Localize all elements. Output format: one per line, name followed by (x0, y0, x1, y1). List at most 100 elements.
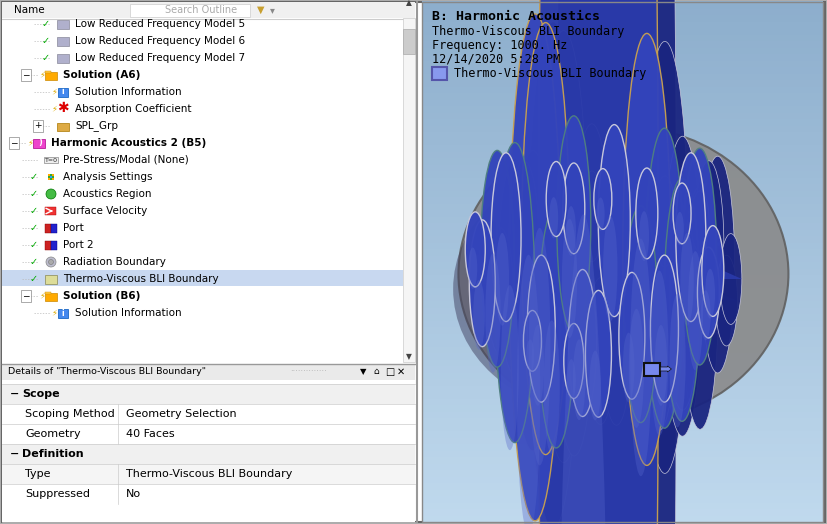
Ellipse shape (612, 177, 630, 237)
Bar (422, 436, 823, 444)
Ellipse shape (682, 148, 717, 365)
Bar (422, 215, 823, 223)
Bar (422, 326, 823, 333)
Polygon shape (651, 329, 696, 336)
Bar (422, 443, 823, 451)
Ellipse shape (616, 133, 648, 324)
Text: Frequency: 1000. Hz: Frequency: 1000. Hz (432, 38, 567, 51)
Polygon shape (509, 267, 579, 276)
Polygon shape (564, 361, 602, 369)
Polygon shape (563, 209, 603, 216)
Bar (2, 384, 415, 404)
Ellipse shape (491, 153, 521, 322)
Text: ⚡: ⚡ (39, 71, 45, 80)
Ellipse shape (623, 333, 634, 402)
Bar (422, 1, 823, 8)
Bar (57, 54, 69, 63)
Text: i: i (62, 309, 65, 318)
Bar (422, 40, 823, 48)
Bar (422, 320, 823, 327)
Bar (422, 255, 823, 262)
Bar (422, 333, 823, 340)
Bar (422, 313, 823, 321)
Bar (422, 131, 823, 138)
Bar (422, 60, 823, 67)
Ellipse shape (655, 325, 667, 406)
Ellipse shape (702, 226, 724, 316)
Bar (422, 177, 823, 184)
Bar (2, 464, 415, 484)
Circle shape (46, 189, 56, 199)
Text: ✓: ✓ (30, 223, 38, 233)
Bar (422, 267, 823, 275)
Ellipse shape (523, 310, 542, 371)
Bar (422, 105, 823, 113)
Ellipse shape (526, 340, 534, 373)
Polygon shape (682, 257, 734, 265)
Ellipse shape (549, 197, 558, 238)
Bar (422, 410, 823, 418)
Polygon shape (586, 354, 629, 362)
Text: 40 Faces: 40 Faces (126, 429, 174, 439)
Ellipse shape (581, 171, 603, 261)
Text: −: − (10, 138, 17, 147)
Bar (422, 482, 823, 489)
Ellipse shape (590, 351, 601, 420)
Ellipse shape (623, 34, 671, 465)
Text: Radiation Boundary: Radiation Boundary (63, 257, 166, 267)
Text: ⚡: ⚡ (51, 104, 57, 114)
Bar (422, 274, 823, 281)
Text: ⚡: ⚡ (51, 309, 57, 318)
Ellipse shape (517, 255, 540, 524)
Ellipse shape (598, 125, 630, 316)
Bar (50, 176, 52, 178)
Bar (52, 178, 54, 180)
Text: ✓: ✓ (30, 257, 38, 267)
Bar (422, 2, 823, 522)
Bar (422, 20, 823, 28)
Ellipse shape (538, 205, 574, 448)
Text: Definition: Definition (22, 449, 84, 459)
Ellipse shape (637, 280, 663, 407)
Bar (422, 92, 823, 100)
Ellipse shape (485, 253, 500, 373)
Ellipse shape (697, 247, 719, 338)
Ellipse shape (564, 169, 584, 245)
Polygon shape (469, 283, 514, 291)
Bar (422, 14, 823, 21)
Bar (422, 27, 823, 35)
Bar (422, 352, 823, 359)
Text: Port 2: Port 2 (63, 240, 93, 250)
Text: ✓: ✓ (30, 274, 38, 284)
Bar (48, 174, 50, 176)
Bar (432, 67, 447, 80)
Ellipse shape (546, 161, 566, 236)
Bar (422, 196, 823, 203)
Ellipse shape (586, 290, 611, 417)
Text: ): ) (38, 138, 42, 147)
Text: Surface Velocity: Surface Velocity (63, 206, 147, 216)
Ellipse shape (487, 228, 514, 355)
Polygon shape (538, 326, 592, 334)
Text: ✱: ✱ (57, 102, 69, 115)
Text: ✓: ✓ (30, 240, 38, 250)
Bar (422, 307, 823, 314)
Bar (403, 29, 415, 54)
Ellipse shape (582, 332, 602, 407)
Ellipse shape (532, 325, 544, 406)
Ellipse shape (668, 263, 696, 410)
Ellipse shape (636, 168, 657, 259)
Bar (422, 235, 823, 243)
Ellipse shape (676, 212, 684, 245)
Bar (422, 261, 823, 268)
Bar (422, 287, 823, 294)
Polygon shape (673, 213, 709, 222)
Bar (422, 417, 823, 424)
Bar (422, 515, 823, 522)
Bar (422, 34, 823, 41)
Text: T=0: T=0 (45, 158, 58, 162)
Polygon shape (619, 336, 663, 344)
Bar (48, 176, 50, 178)
Ellipse shape (575, 124, 609, 341)
Polygon shape (546, 199, 584, 207)
